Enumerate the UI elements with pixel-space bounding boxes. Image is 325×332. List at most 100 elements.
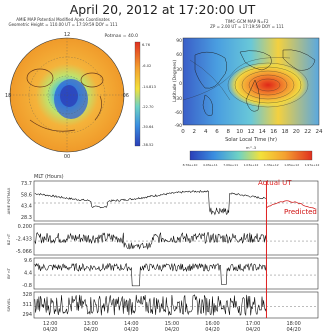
ts-xtick-time: 13:00 bbox=[84, 321, 98, 327]
ts-panel-ytick: -0.8 bbox=[22, 283, 32, 289]
actual-ut-label: Actual UT bbox=[258, 179, 292, 187]
ts-series-line bbox=[34, 294, 267, 317]
ts-xtick-date: 04/20 bbox=[165, 327, 179, 332]
map-colorbar-tick: 1.33e+12 bbox=[264, 163, 279, 167]
map-colorbar-tick: 7.09e+11 bbox=[223, 163, 238, 167]
map-xtick: 16 bbox=[270, 129, 277, 135]
ts-panel-ytick: 43.4 bbox=[21, 204, 32, 210]
map-xtick: 20 bbox=[293, 129, 300, 135]
map-xtick: 8 bbox=[227, 129, 231, 135]
polar-contour bbox=[94, 95, 102, 121]
ts-series-line bbox=[34, 262, 267, 287]
polar-colorbar-tick: 6.76 bbox=[142, 43, 151, 47]
clock-label-midnight: 00 bbox=[64, 154, 70, 160]
map-xtick: 14 bbox=[259, 129, 266, 135]
time-series-panels: MLT (Hours) Actual UT Predicted AMIE POT… bbox=[6, 174, 319, 332]
ts-panel-ylabel: BZ nT bbox=[6, 233, 11, 245]
map-ytick: 30 bbox=[176, 67, 182, 73]
map-colorbar-tick: 8.76e+10 bbox=[183, 163, 198, 167]
map-xlabel: Solar Local Time (hr) bbox=[225, 137, 277, 143]
ts-xtick-time: 15:00 bbox=[165, 321, 179, 327]
map-colorbar-tick: 1.65e+12 bbox=[284, 163, 299, 167]
ts-series-line bbox=[34, 232, 267, 250]
map-coastlines bbox=[194, 49, 316, 116]
ts-xtick-time: 17:00 bbox=[246, 321, 260, 327]
ts-xtick-date: 04/20 bbox=[43, 327, 57, 332]
predicted-label: Predicted bbox=[284, 208, 317, 216]
ts-panel-ytick: 4.4 bbox=[24, 271, 32, 277]
polar-colorbar-tick: -6.02 bbox=[142, 64, 151, 68]
polar-header-2: Geometric Height = 110.00 UT = 17:19:59 … bbox=[8, 22, 117, 27]
ts-xlabel: MLT (Hours) bbox=[34, 174, 64, 180]
map-xtick: 6 bbox=[215, 129, 219, 135]
map-colorbar-unit: m^-3 bbox=[246, 146, 256, 150]
map-ytick: -90 bbox=[175, 123, 182, 129]
ts-xtick-date: 04/20 bbox=[246, 327, 260, 332]
map-colorbar-tick: 4.03e+11 bbox=[203, 163, 218, 167]
polar-grid-ring bbox=[28, 56, 106, 134]
ts-panel-frame bbox=[33, 257, 319, 290]
polar-cell-core bbox=[60, 85, 78, 107]
map-ytick: 90 bbox=[176, 38, 182, 44]
map-xtick: 12 bbox=[248, 129, 255, 135]
polar-header-1: AMIE MAP Potential Modified Apex Coordin… bbox=[16, 17, 110, 22]
polar-potmax: Potmax = 40.0 bbox=[104, 33, 138, 39]
map-ytick: 60 bbox=[176, 52, 182, 58]
polar-panel: AMIE MAP Potential Modified Apex Coordin… bbox=[5, 17, 156, 160]
ts-xtick-date: 04/20 bbox=[205, 327, 219, 332]
clock-label-dawn: 06 bbox=[123, 93, 129, 99]
polar-colorbar-tick: -22.70 bbox=[142, 105, 154, 109]
ts-panel-ylabel: AMIE POTMAX bbox=[6, 187, 11, 214]
ts-panel-ytick: 58.6 bbox=[21, 192, 32, 198]
polar-colorbar-tick: -30.64 bbox=[142, 125, 154, 129]
ts-panel-frame bbox=[33, 291, 319, 319]
ts-panel-ytick: 0.200 bbox=[18, 224, 32, 230]
map-colorbar-tick: 1.97e+12 bbox=[305, 163, 320, 167]
polar-contour bbox=[26, 68, 54, 88]
polar-contour bbox=[80, 72, 104, 88]
page-title: April 20, 2012 at 17:20:00 UT bbox=[69, 2, 256, 17]
ts-xtick-time: 14:00 bbox=[124, 321, 138, 327]
map-xtick: 10 bbox=[236, 129, 243, 135]
polar-contour bbox=[29, 119, 76, 132]
ts-panel-ytick: 294 bbox=[22, 312, 32, 318]
ts-panel-ytick: 9.6 bbox=[24, 258, 32, 264]
ts-panel-frame bbox=[33, 180, 319, 222]
map-xtick: 22 bbox=[304, 129, 311, 135]
ts-predicted-line bbox=[266, 200, 316, 210]
clock-label-noon: 12 bbox=[64, 32, 70, 38]
ts-panel-ylabel: SWVEL bbox=[6, 297, 11, 311]
polar-colorbar-tick: -14.813 bbox=[142, 85, 156, 89]
ts-panel-ytick: 28.3 bbox=[21, 215, 32, 221]
map-xtick: 0 bbox=[181, 129, 185, 135]
ts-panel-ylabel: BY nT bbox=[6, 267, 11, 278]
map-header-1: TIMC-GCM MAP N=F2 bbox=[224, 19, 269, 24]
map-ytick: -60 bbox=[175, 110, 182, 116]
ts-panel-frame bbox=[33, 223, 319, 256]
ts-xtick-time: 16:00 bbox=[205, 321, 219, 327]
map-density-peak bbox=[228, 62, 308, 108]
ts-xtick-date: 04/20 bbox=[84, 327, 98, 332]
map-panel: TIMC-GCM MAP N=F2 ZP = 2.00 UT = 17:19:5… bbox=[172, 19, 323, 167]
map-ytick: -30 bbox=[175, 96, 182, 102]
ts-xtick-date: 04/20 bbox=[286, 327, 300, 332]
map-ytick: 0 bbox=[179, 81, 182, 87]
ts-panel-ytick: 73.7 bbox=[21, 181, 32, 187]
ts-panel-ytick: -5.066 bbox=[16, 249, 32, 255]
polar-colorbar bbox=[134, 41, 141, 147]
polar-colorbar-tick: -38.52 bbox=[142, 143, 154, 147]
ts-panel-ytick: -2.433 bbox=[16, 237, 32, 243]
ts-panel-ytick: 328 bbox=[22, 292, 32, 298]
map-ylabel: Latitude (Degrees) bbox=[172, 60, 178, 102]
map-colorbar bbox=[189, 150, 313, 161]
ts-series-line bbox=[34, 190, 267, 216]
map-header-2: ZP = 2.00 UT = 17:19:59 DOY = 111 bbox=[210, 24, 284, 29]
ts-xtick-time: 12:00 bbox=[43, 321, 57, 327]
map-colorbar-tick: 1.03e+12 bbox=[244, 163, 259, 167]
ts-xtick-date: 04/20 bbox=[124, 327, 138, 332]
ts-panel-ytick: 311 bbox=[22, 302, 32, 308]
clock-label-dusk: 18 bbox=[5, 93, 11, 99]
ts-xtick-time: 18:00 bbox=[286, 321, 300, 327]
map-xtick: 2 bbox=[193, 129, 197, 135]
